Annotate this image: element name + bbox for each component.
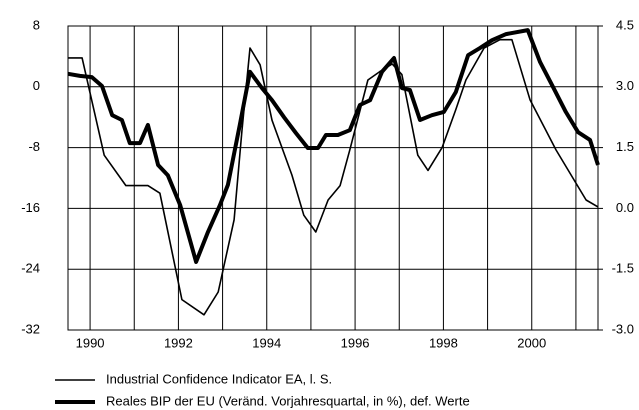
y-tick-label: -24	[21, 261, 40, 276]
x-tick-label: 1996	[341, 335, 370, 350]
x-tick-label: 1990	[76, 335, 105, 350]
y-tick-label: -32	[21, 321, 40, 336]
legend-label: Reales BIP der EU (Veränd. Vorjahresquar…	[106, 393, 470, 408]
legend-label: Industrial Confidence Indicator EA, l. S…	[106, 371, 332, 386]
x-tick-label: 2000	[517, 335, 546, 350]
series-line	[68, 38, 599, 316]
y2-tick-label: -3.0	[612, 321, 634, 336]
x-tick-label: 1998	[429, 335, 458, 350]
series-line	[67, 28, 600, 264]
plot-frame	[67, 25, 599, 331]
y2-tick-label: 1.5	[616, 139, 634, 154]
y-tick-label: 8	[33, 17, 40, 32]
x-tick-label: 1992	[164, 335, 193, 350]
y2-tick-label: 4.5	[616, 17, 634, 32]
y2-tick-label: 3.0	[616, 78, 634, 93]
y2-tick-label: -1.5	[612, 261, 634, 276]
y2-tick-label: 0.0	[616, 200, 634, 215]
y-tick-label: -16	[21, 200, 40, 215]
y-tick-label: 0	[33, 78, 40, 93]
x-tick-label: 1994	[252, 335, 281, 350]
y-tick-label: -8	[28, 139, 40, 154]
